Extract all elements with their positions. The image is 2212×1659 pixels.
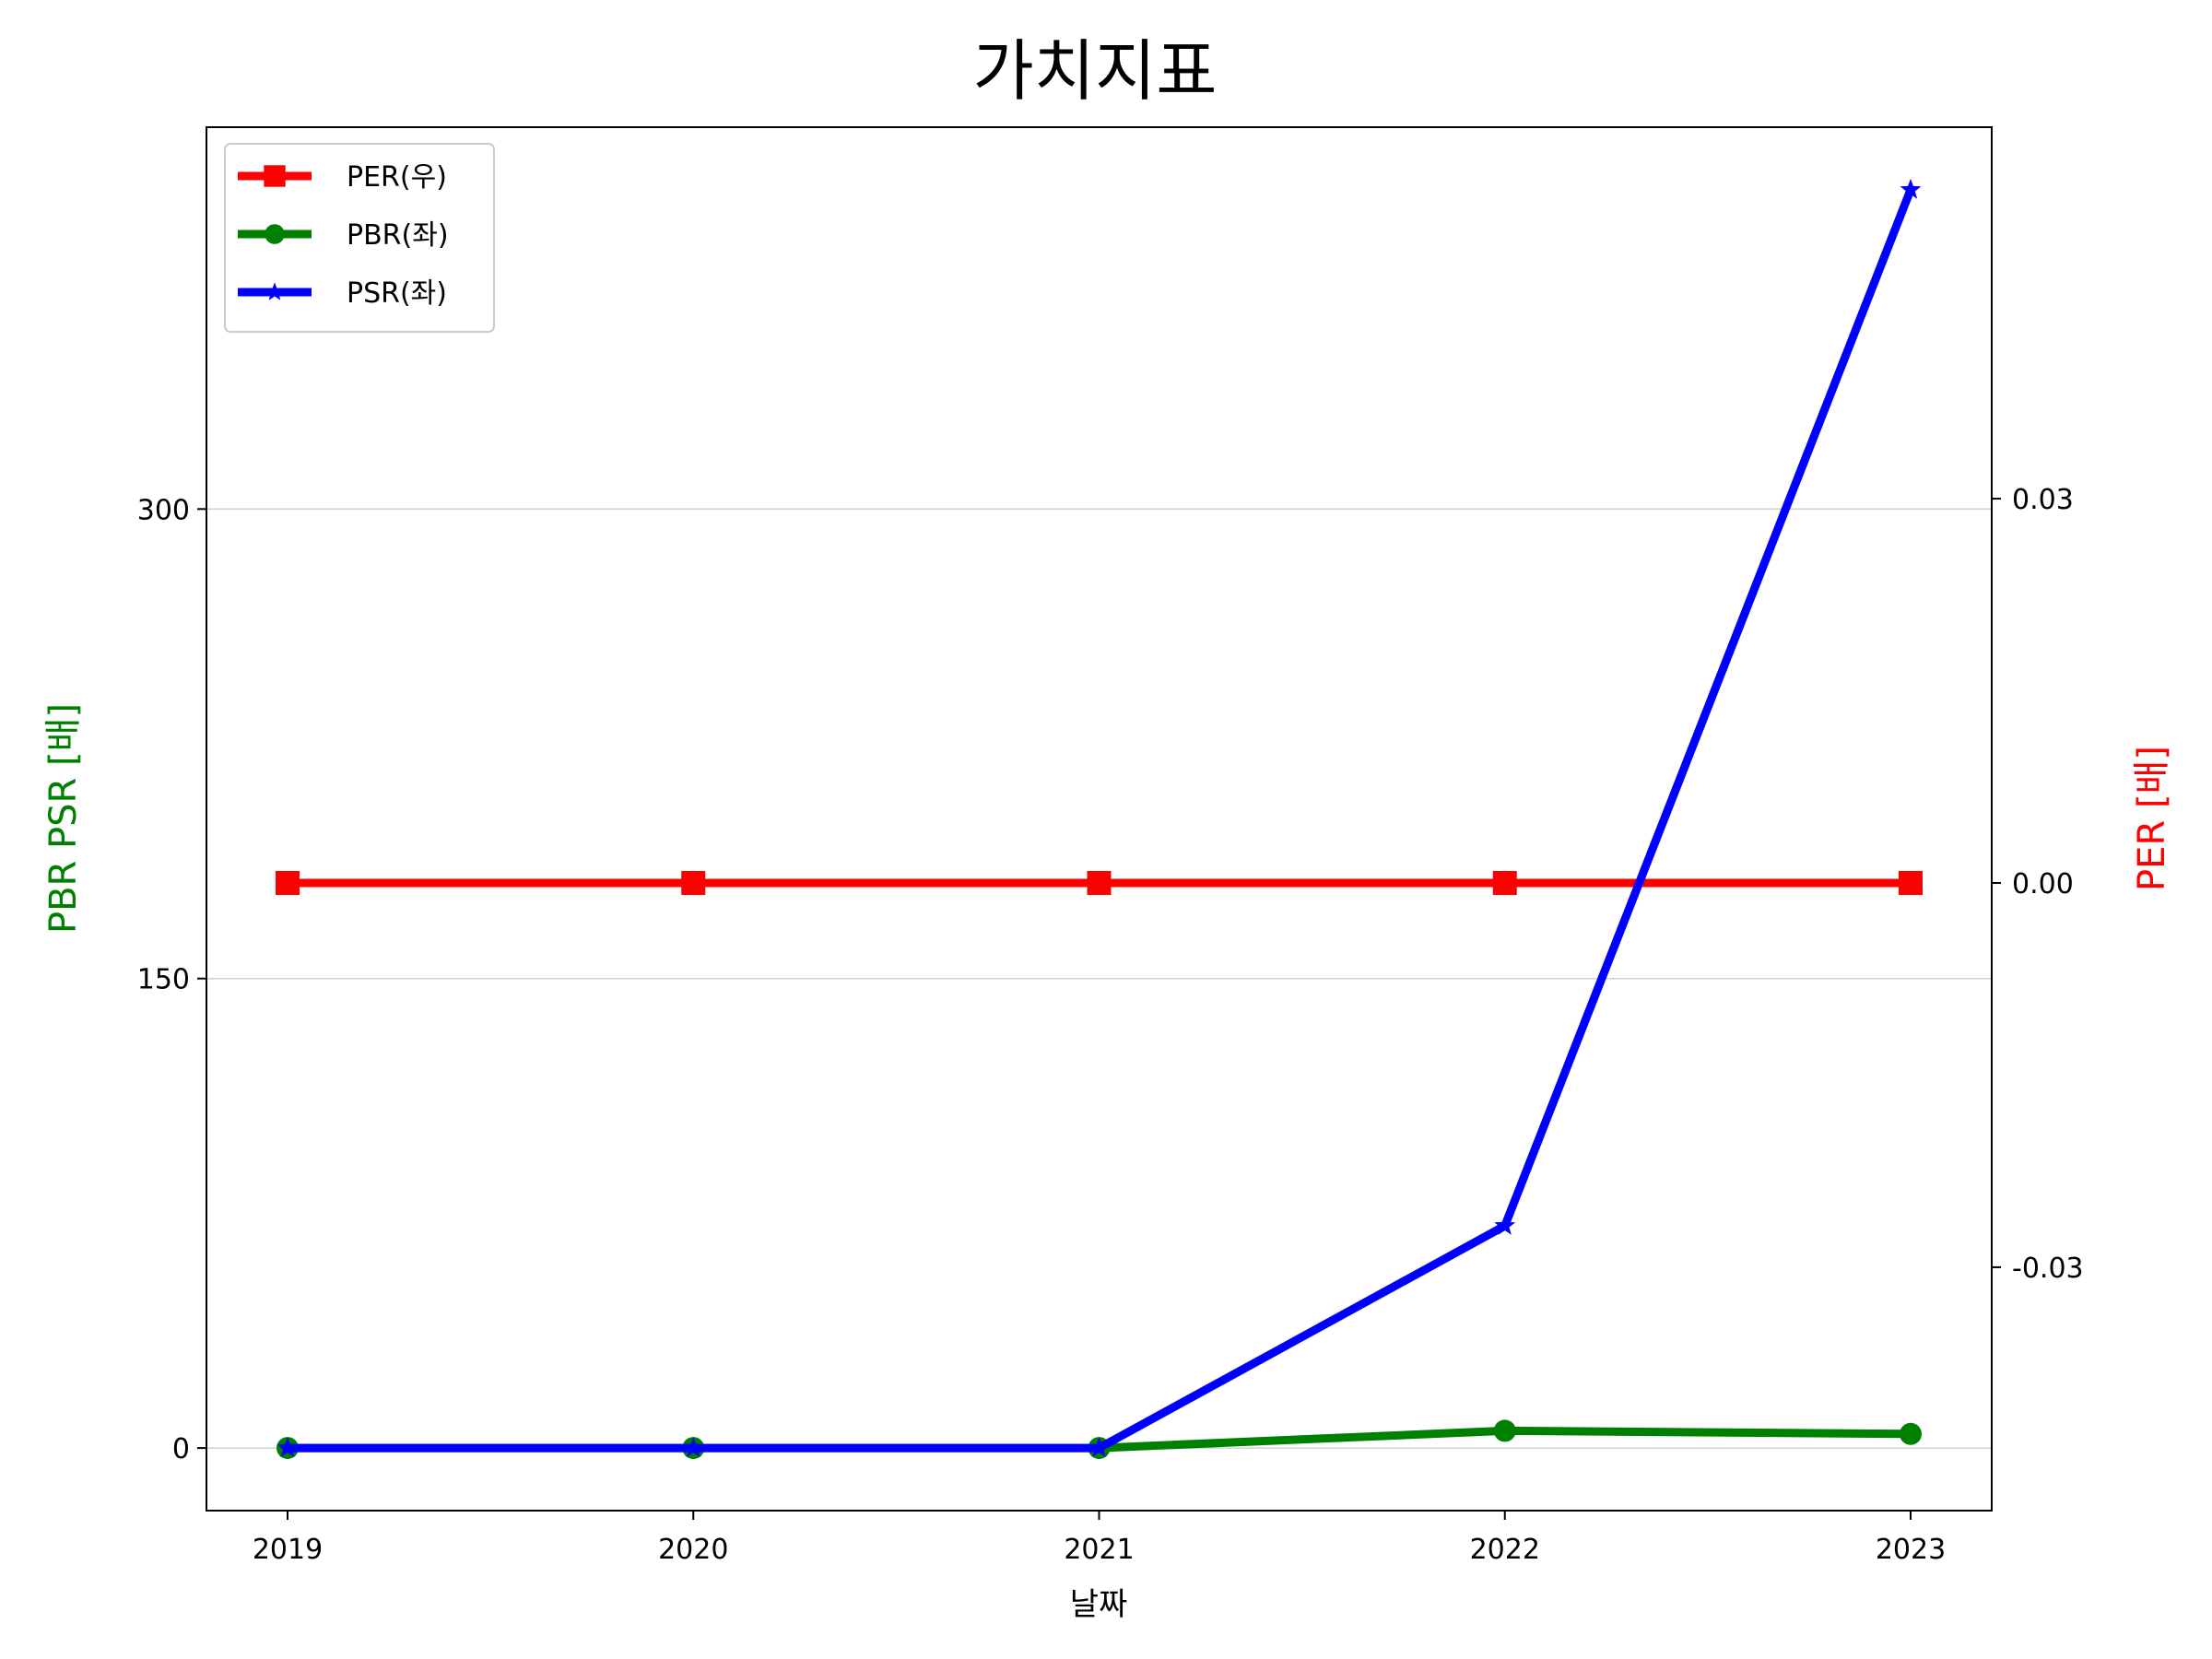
x-tick-label: 2019 — [253, 1534, 323, 1566]
x-tick-label: 2021 — [1064, 1534, 1134, 1566]
axis-ticks: 0 150 300 -0.03 0.00 0.03 2019 2020 2021 2022 2023 — [137, 484, 2084, 1566]
y-tick-right-label: 0.03 — [2012, 484, 2074, 516]
legend-label-0: PER(우) — [347, 161, 447, 194]
legend-marker-2 — [265, 282, 285, 300]
y-tick-left-label: 300 — [137, 494, 190, 526]
legend-label-1: PBR(좌) — [347, 219, 449, 252]
series-1-point — [1900, 1422, 1922, 1445]
series-2-point — [682, 1437, 704, 1457]
series-layer — [276, 178, 1923, 1460]
y-tick-left-label: 150 — [137, 964, 190, 996]
series-1-point — [1493, 1419, 1516, 1442]
y-axis-right-label: PER [배] — [2131, 746, 2173, 891]
legend-label-2: PSR(좌) — [347, 277, 447, 310]
y-axis-left-label: PBR PSR [배] — [42, 703, 85, 934]
series-0-point — [681, 870, 706, 895]
x-axis-label: 날짜 — [1070, 1586, 1128, 1623]
x-tick-label: 2022 — [1470, 1534, 1540, 1566]
series-2-point — [1088, 1437, 1110, 1457]
series-0-point — [1899, 870, 1923, 895]
y-tick-left-label: 0 — [172, 1433, 190, 1465]
series-0-point — [276, 870, 300, 895]
legend: PER(우) PBR(좌) PSR(좌) — [224, 143, 495, 333]
y-tick-right-label: -0.03 — [2012, 1253, 2084, 1285]
x-tick-label: 2020 — [658, 1534, 728, 1566]
series-0-point — [1492, 870, 1517, 895]
y-tick-right-label: 0.00 — [2012, 868, 2074, 900]
legend-marker-1 — [265, 224, 285, 244]
chart-title: 가치지표 — [973, 32, 1218, 110]
x-tick-label: 2023 — [1876, 1534, 1946, 1566]
legend-box — [224, 143, 495, 333]
legend-marker-0 — [264, 165, 286, 187]
series-0-point — [1087, 870, 1112, 895]
series-2-point — [276, 1437, 299, 1457]
series-2-point — [1900, 178, 1922, 199]
series-2-point — [1494, 1215, 1516, 1235]
